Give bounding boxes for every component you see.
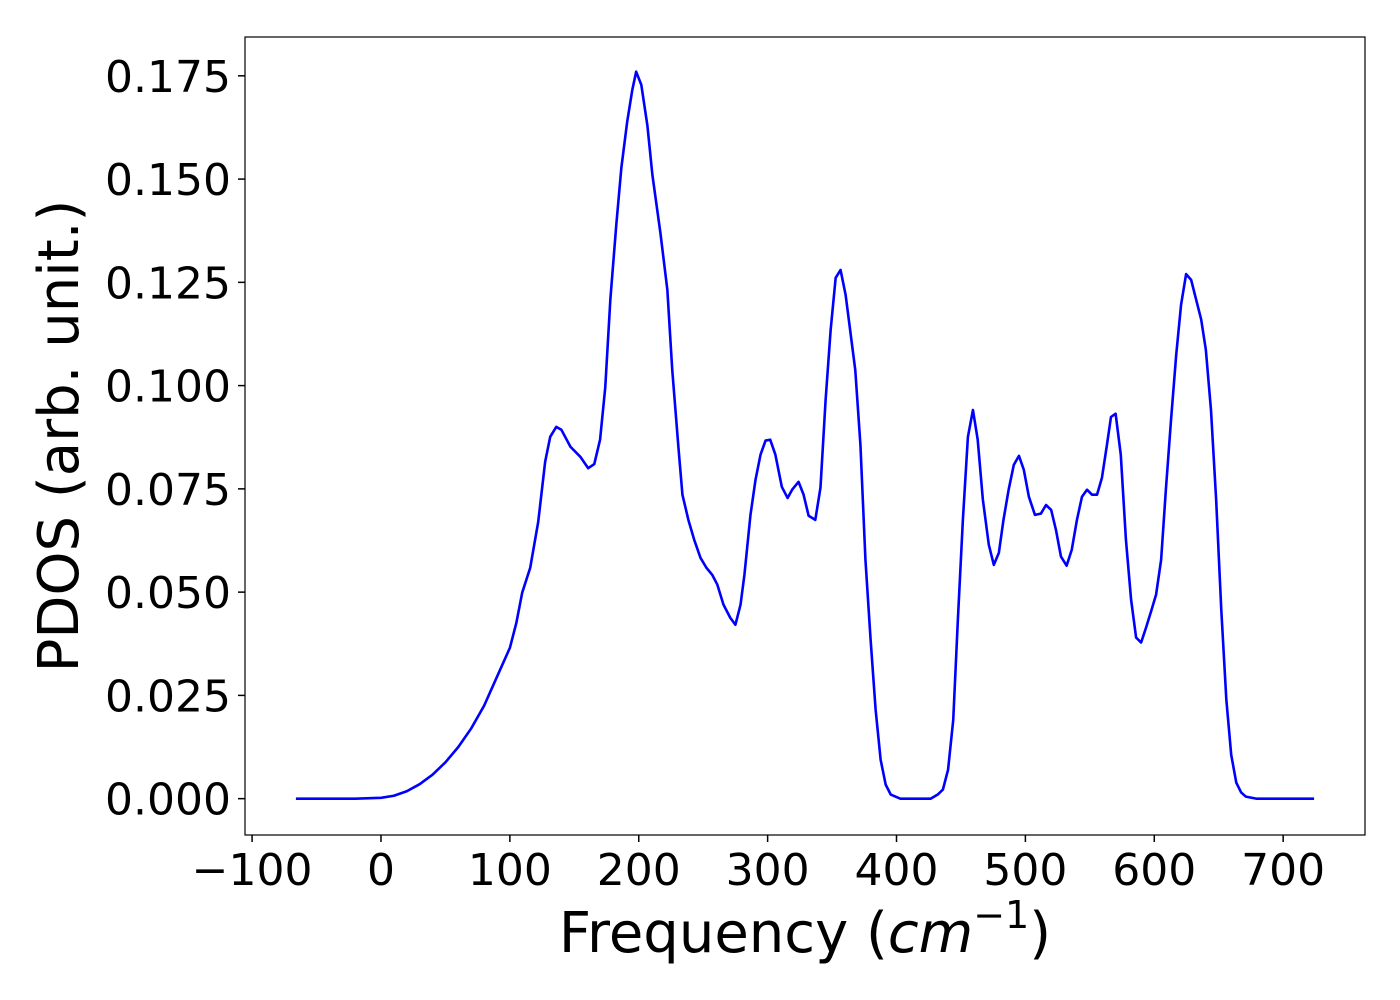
y-tick-label: 0.150	[105, 155, 231, 206]
y-axis-label: PDOS (arb. unit.)	[27, 200, 92, 673]
x-label-exponent: −1	[973, 893, 1029, 937]
y-tick-label: 0.025	[105, 671, 231, 722]
x-tick-label: 600	[1112, 845, 1196, 896]
x-axis-label: Frequency (cm−1)	[559, 893, 1051, 966]
x-tick-label: −100	[192, 845, 313, 896]
x-tick-label: 300	[726, 845, 810, 896]
plot-frame	[244, 36, 1366, 836]
x-label-close: )	[1029, 901, 1051, 966]
x-tick-label: 0	[367, 845, 395, 896]
x-label-unit: cm	[888, 901, 973, 966]
x-tick-label: 700	[1241, 845, 1325, 896]
y-tick-label: 0.075	[105, 465, 231, 516]
y-tick-label: 0.175	[105, 52, 231, 103]
x-tick-label: 200	[597, 845, 681, 896]
x-label-text: Frequency (	[559, 901, 888, 966]
data-line	[295, 70, 1315, 800]
y-tick-label: 0.000	[105, 775, 231, 826]
x-tick-label: 100	[468, 845, 552, 896]
y-tick-label: 0.125	[105, 258, 231, 309]
x-tick-label: 400	[855, 845, 939, 896]
x-tick-label: 500	[983, 845, 1067, 896]
y-tick-label: 0.100	[105, 362, 231, 413]
y-tick-label: 0.050	[105, 568, 231, 619]
